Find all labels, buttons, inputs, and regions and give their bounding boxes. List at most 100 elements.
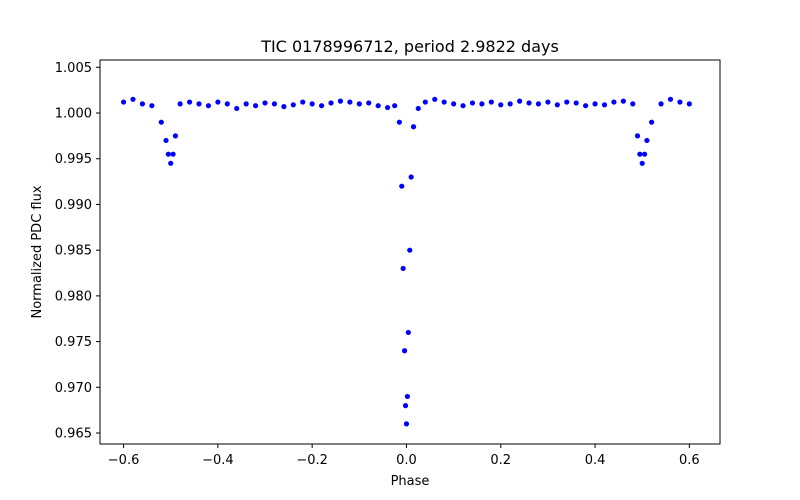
data-point	[366, 100, 372, 106]
data-point	[405, 329, 411, 336]
data-point	[545, 99, 551, 105]
data-point	[290, 102, 296, 108]
data-point	[634, 133, 641, 139]
data-point	[620, 98, 626, 104]
data-point	[337, 98, 344, 104]
x-tick-label: −0.4	[202, 453, 234, 468]
data-point	[592, 101, 598, 107]
y-tick-label: 1.000	[55, 107, 92, 122]
data-point	[611, 99, 617, 105]
data-point	[215, 99, 221, 105]
data-point	[460, 103, 466, 109]
data-point	[667, 96, 674, 102]
data-point	[686, 101, 692, 107]
data-point	[130, 96, 136, 102]
y-tick-label: 0.985	[55, 244, 92, 259]
data-point	[677, 99, 683, 105]
data-point	[630, 101, 636, 107]
data-point	[637, 151, 643, 157]
data-point	[469, 100, 476, 106]
data-point	[583, 103, 589, 109]
data-point	[205, 103, 212, 109]
data-point	[658, 101, 664, 107]
data-point	[402, 403, 409, 409]
data-point	[347, 99, 353, 105]
data-point	[385, 104, 391, 111]
data-point	[168, 160, 174, 166]
data-point	[573, 100, 579, 106]
x-tick-label: −0.6	[108, 453, 140, 468]
data-point	[234, 105, 240, 112]
x-axis-label: Phase	[391, 474, 430, 489]
y-tick-label: 0.975	[55, 335, 92, 350]
data-point	[451, 101, 457, 107]
data-point	[649, 119, 655, 125]
data-point	[375, 103, 381, 109]
data-point	[120, 99, 127, 105]
data-point	[422, 99, 428, 105]
data-point	[488, 99, 494, 105]
data-point	[149, 103, 155, 109]
x-axis-ticks: −0.6 −0.4 −0.2 0.0 0.2 0.4 0.6	[108, 444, 700, 468]
data-point	[300, 99, 306, 105]
data-point	[432, 96, 438, 102]
data-point	[407, 247, 413, 253]
data-point	[196, 101, 202, 107]
data-point	[399, 183, 405, 189]
y-axis-ticks: 0.965 0.970 0.975 0.980 0.985 0.990 0.995 1.000…	[55, 61, 100, 442]
data-point	[163, 137, 169, 144]
data-point	[281, 104, 287, 110]
data-point	[243, 101, 249, 107]
data-point	[139, 101, 146, 107]
data-point	[498, 102, 504, 108]
data-point	[644, 137, 650, 144]
data-point	[309, 101, 315, 107]
y-tick-label: 1.005	[55, 61, 92, 76]
plot-frame	[99, 59, 721, 445]
y-tick-label: 0.995	[55, 152, 92, 167]
data-point	[641, 151, 648, 157]
data-point	[601, 102, 608, 108]
x-tick-label: 0.0	[396, 453, 417, 468]
data-point	[639, 160, 645, 166]
data-point	[165, 151, 171, 157]
data-point	[479, 101, 485, 107]
data-point	[441, 99, 447, 105]
data-point	[507, 101, 513, 107]
x-tick-label: 0.4	[585, 453, 606, 468]
data-point	[186, 99, 193, 105]
y-tick-label: 0.990	[55, 198, 92, 213]
data-point	[564, 99, 570, 105]
y-axis-label: Normalized PDC flux	[30, 185, 45, 318]
x-tick-label: 0.2	[490, 453, 511, 468]
data-point	[271, 101, 278, 107]
data-point	[170, 151, 176, 157]
data-point	[415, 105, 421, 112]
y-tick-label: 0.965	[55, 427, 92, 442]
chart-title: TIC 0178996712, period 2.9822 days	[260, 37, 559, 56]
x-tick-label: 0.6	[679, 453, 700, 468]
data-point	[517, 98, 523, 104]
data-point	[400, 265, 406, 272]
data-point	[224, 101, 230, 107]
data-point	[554, 102, 560, 108]
data-point	[177, 101, 183, 107]
data-point	[408, 174, 414, 180]
data-point	[535, 101, 542, 107]
y-tick-label: 0.970	[55, 381, 92, 396]
data-point	[319, 103, 325, 109]
data-points	[120, 96, 692, 427]
y-tick-label: 0.980	[55, 289, 92, 304]
data-point	[526, 100, 532, 106]
data-point	[410, 124, 417, 130]
data-point	[158, 119, 164, 125]
data-point	[252, 103, 259, 109]
data-point	[396, 119, 402, 125]
x-tick-label: −0.2	[296, 453, 328, 468]
data-point	[262, 100, 268, 106]
data-point	[401, 348, 408, 354]
data-point	[356, 101, 362, 107]
data-point	[392, 103, 398, 109]
